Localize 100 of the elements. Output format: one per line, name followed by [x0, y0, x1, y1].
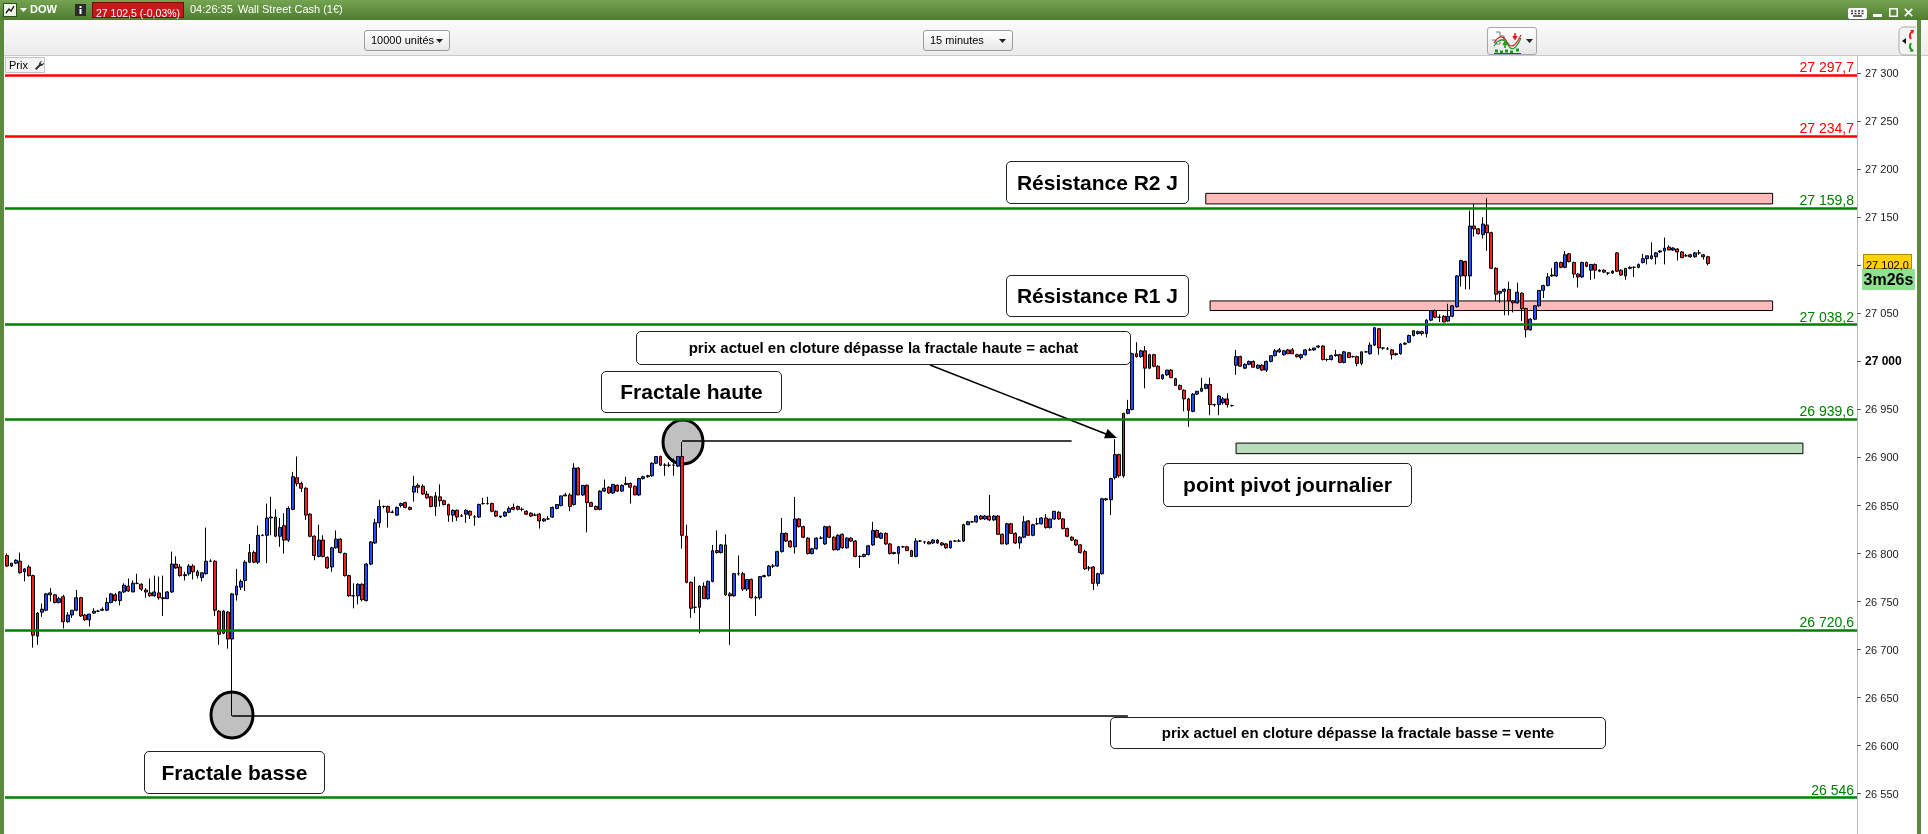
- candlestick: [836, 533, 840, 552]
- callout-box: prix actuel en cloture dépasse la fractale basse = vente: [1110, 717, 1606, 749]
- candlestick: [468, 509, 472, 520]
- candlestick: [412, 475, 416, 503]
- y-tick-label: 27 200: [1865, 163, 1899, 176]
- annotation: Fractale haute: [620, 380, 763, 404]
- candlestick: [507, 505, 511, 514]
- y-tick-label: 27 150: [1865, 211, 1899, 224]
- text: 04:26:35: [190, 3, 233, 16]
- candlestick: [637, 477, 641, 497]
- callout-box: point pivot journalier: [1163, 463, 1412, 507]
- candlestick: [1299, 353, 1303, 361]
- y-tick-label: 26 650: [1865, 691, 1899, 704]
- candlestick: [572, 462, 576, 507]
- candlestick: [503, 510, 507, 518]
- candlestick: [1407, 334, 1411, 344]
- candlestick: [1355, 355, 1359, 367]
- candlestick: [940, 541, 944, 547]
- candlestick: [1589, 263, 1593, 281]
- timer-box: 3m26s: [1862, 269, 1915, 290]
- callout-box: prix actuel en cloture dépasse la fractale haute = achat: [636, 331, 1131, 365]
- candlestick: [814, 536, 818, 551]
- y-tick-label: 26 600: [1865, 739, 1899, 752]
- candlestick: [559, 495, 563, 507]
- annotation: Fractale basse: [161, 760, 308, 785]
- callout-box: Fractale basse: [144, 751, 325, 794]
- candlestick: [1593, 262, 1597, 280]
- select-box: 15 minutes: [923, 30, 1013, 51]
- candlestick: [1641, 253, 1645, 264]
- candlestick: [1377, 327, 1381, 356]
- candlestick: [931, 538, 935, 545]
- candlestick: [749, 578, 753, 600]
- chart-subtitle: Wall Street Cash (1€): [238, 3, 343, 16]
- candlestick: [1070, 535, 1074, 542]
- ref-line-label: 26 939,6: [1799, 403, 1855, 420]
- callout-box: Résistance R2 J: [1006, 161, 1189, 204]
- y-tick-label: 27 050: [1865, 307, 1899, 320]
- candlestick: [1165, 369, 1169, 377]
- candlestick: [191, 563, 195, 580]
- callout-box: Fractale haute: [601, 371, 782, 413]
- candlestick: [1602, 268, 1606, 274]
- ref-line-label: 26 720,6: [1799, 613, 1855, 630]
- candlestick: [187, 563, 191, 577]
- band-label: Résistance R2 J: [1016, 170, 1179, 195]
- candlestick: [1234, 349, 1238, 376]
- candlestick: [451, 508, 455, 523]
- candlestick: [1295, 353, 1299, 359]
- candlestick: [858, 554, 862, 569]
- price-box: 27 102,5 (-0,03%): [92, 2, 185, 18]
- candlestick: [663, 462, 667, 477]
- candlestick: [148, 578, 152, 598]
- candlestick: [464, 508, 468, 524]
- candlestick: [1615, 251, 1619, 273]
- label-box: Prix: [5, 57, 45, 73]
- y-tick-label: 26 800: [1865, 547, 1899, 560]
- candlestick: [1247, 359, 1251, 366]
- candlestick: [914, 537, 918, 558]
- candlestick: [1169, 368, 1173, 379]
- candlestick: [853, 539, 857, 558]
- y-tick-label: 26 700: [1865, 643, 1899, 656]
- candlestick: [1225, 392, 1229, 409]
- band-label: Résistance R1 J: [1016, 284, 1179, 308]
- y-tick-label: 26 550: [1865, 787, 1899, 800]
- y-tick-label: 27 000: [1865, 354, 1903, 369]
- candlestick: [1303, 348, 1307, 357]
- y-tick-label: 26 850: [1865, 499, 1899, 512]
- candlestick: [806, 536, 810, 555]
- candlestick: [5, 553, 9, 568]
- candlestick: [1286, 348, 1290, 355]
- candlestick: [1208, 377, 1212, 416]
- candlestick: [1416, 330, 1420, 336]
- ref-line-label: 27 297,7: [1799, 59, 1855, 76]
- candlestick: [256, 525, 260, 565]
- y-tick-label: 27 250: [1865, 115, 1899, 128]
- candlestick: [1338, 353, 1342, 364]
- candlestick: [1143, 345, 1147, 389]
- candlestick: [1567, 252, 1571, 264]
- candlestick: [356, 582, 360, 605]
- callout-box: Résistance R1 J: [1006, 275, 1189, 317]
- candlestick: [455, 508, 459, 522]
- ref-line-label: 27 038,2: [1799, 308, 1855, 325]
- annotation: prix actuel en cloture dépasse la fractale haute = achat: [688, 338, 1079, 357]
- y-tick-label: 26 750: [1865, 595, 1899, 608]
- ref-line-label: 27 159,8: [1799, 191, 1855, 208]
- y-axis-title: Prix: [9, 59, 28, 72]
- band-label: point pivot journalier: [1183, 473, 1392, 497]
- price-tag: 27 102,0: [1863, 254, 1912, 269]
- candlestick: [1390, 348, 1394, 361]
- candlestick: [611, 483, 615, 495]
- candlestick: [161, 575, 165, 617]
- candlestick: [399, 502, 403, 508]
- candlestick: [395, 505, 399, 517]
- candlestick: [1290, 347, 1294, 355]
- candlestick: [823, 525, 827, 546]
- annotation: prix actuel en cloture dépasse la fractale basse = vente: [1161, 723, 1555, 742]
- candlestick: [1563, 250, 1567, 269]
- candlestick: [680, 441, 684, 550]
- y-tick-label: 27 300: [1865, 67, 1899, 80]
- candlestick: [1273, 348, 1277, 358]
- ref-line-label: 27 234,7: [1799, 120, 1855, 137]
